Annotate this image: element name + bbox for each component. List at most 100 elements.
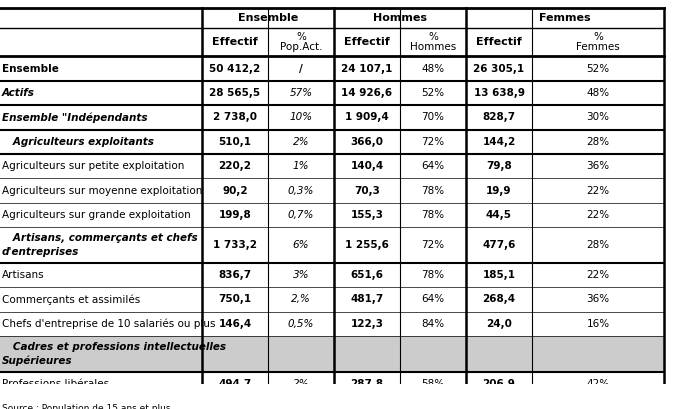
Bar: [0, 178, 202, 203]
Bar: [466, 287, 532, 312]
Text: 52%: 52%: [421, 88, 445, 98]
Bar: [268, 287, 334, 312]
Text: 477,6: 477,6: [483, 240, 516, 250]
Bar: [334, 154, 400, 178]
Bar: [400, 81, 466, 105]
Text: 2 738,0: 2 738,0: [213, 112, 257, 122]
Bar: [202, 287, 268, 312]
Text: Commerçants et assimilés: Commerçants et assimilés: [2, 294, 140, 305]
Text: 84%: 84%: [421, 319, 445, 329]
Bar: [532, 178, 664, 203]
Bar: [400, 263, 466, 287]
Text: 24 107,1: 24 107,1: [341, 63, 393, 74]
Text: 28%: 28%: [586, 137, 609, 147]
Text: 42%: 42%: [586, 379, 609, 389]
Bar: [268, 312, 334, 336]
Text: 44,5: 44,5: [486, 210, 512, 220]
Text: 510,1: 510,1: [218, 137, 251, 147]
Bar: [400, 105, 466, 130]
Text: 6%: 6%: [293, 240, 309, 250]
Text: 13 638,9: 13 638,9: [474, 88, 524, 98]
Bar: [400, 227, 466, 263]
Text: 48%: 48%: [421, 63, 445, 74]
Text: 836,7: 836,7: [218, 270, 251, 280]
Text: 10%: 10%: [289, 112, 313, 122]
Text: 0,5%: 0,5%: [288, 319, 314, 329]
Text: %: %: [428, 31, 438, 42]
Bar: [532, 203, 664, 227]
Text: 72%: 72%: [421, 137, 445, 147]
Bar: [334, 287, 400, 312]
Bar: [466, 178, 532, 203]
Bar: [466, 9, 664, 28]
Bar: [202, 178, 268, 203]
Text: Effectif: Effectif: [476, 37, 522, 47]
Text: Chefs d'entreprise de 10 salariés ou plus: Chefs d'entreprise de 10 salariés ou plu…: [2, 319, 216, 329]
Bar: [466, 56, 532, 81]
Text: 2%: 2%: [293, 137, 309, 147]
Text: Effectif: Effectif: [344, 37, 390, 47]
Bar: [268, 336, 334, 372]
Bar: [400, 56, 466, 81]
Bar: [400, 154, 466, 178]
Bar: [334, 9, 466, 28]
Bar: [400, 372, 466, 396]
Text: 199,8: 199,8: [218, 210, 251, 220]
Text: Ensemble "Indépendants: Ensemble "Indépendants: [2, 112, 148, 123]
Bar: [532, 312, 664, 336]
Text: Cadres et professions intellectuelles: Cadres et professions intellectuelles: [2, 342, 226, 352]
Bar: [466, 81, 532, 105]
Text: Femmes: Femmes: [576, 42, 620, 52]
Bar: [334, 130, 400, 154]
Bar: [466, 263, 532, 287]
Text: 1%: 1%: [293, 161, 309, 171]
Text: 0,3%: 0,3%: [288, 186, 314, 196]
Text: Actifs: Actifs: [2, 88, 35, 98]
Bar: [466, 203, 532, 227]
Bar: [202, 154, 268, 178]
Text: 24,0: 24,0: [486, 319, 512, 329]
Bar: [268, 81, 334, 105]
Text: Hommes: Hommes: [410, 42, 456, 52]
Text: 144,2: 144,2: [483, 137, 516, 147]
Text: 78%: 78%: [421, 186, 445, 196]
Text: 70,3: 70,3: [354, 186, 380, 196]
Text: 28%: 28%: [586, 240, 609, 250]
Bar: [268, 154, 334, 178]
Bar: [334, 81, 400, 105]
Text: 70%: 70%: [421, 112, 444, 122]
Text: 268,4: 268,4: [483, 294, 516, 304]
Bar: [400, 28, 466, 56]
Bar: [0, 336, 202, 372]
Bar: [532, 372, 664, 396]
Bar: [202, 312, 268, 336]
Bar: [202, 263, 268, 287]
Bar: [202, 9, 334, 28]
Bar: [0, 154, 202, 178]
Bar: [0, 130, 202, 154]
Bar: [202, 81, 268, 105]
Bar: [532, 28, 664, 56]
Text: 36%: 36%: [586, 294, 609, 304]
Bar: [268, 203, 334, 227]
Text: Professions libérales: Professions libérales: [2, 379, 109, 389]
Text: 28 565,5: 28 565,5: [210, 88, 261, 98]
Bar: [532, 287, 664, 312]
Bar: [466, 28, 532, 56]
Bar: [268, 105, 334, 130]
Text: %: %: [296, 31, 306, 42]
Text: 366,0: 366,0: [350, 137, 384, 147]
Text: Agriculteurs exploitants: Agriculteurs exploitants: [2, 137, 154, 147]
Bar: [532, 130, 664, 154]
Bar: [268, 28, 334, 56]
Bar: [202, 105, 268, 130]
Text: Pop.Act.: Pop.Act.: [280, 42, 322, 52]
Bar: [334, 178, 400, 203]
Bar: [268, 227, 334, 263]
Bar: [202, 28, 268, 56]
Bar: [400, 178, 466, 203]
Text: 48%: 48%: [586, 88, 609, 98]
Bar: [0, 263, 202, 287]
Text: 750,1: 750,1: [218, 294, 251, 304]
Bar: [268, 178, 334, 203]
